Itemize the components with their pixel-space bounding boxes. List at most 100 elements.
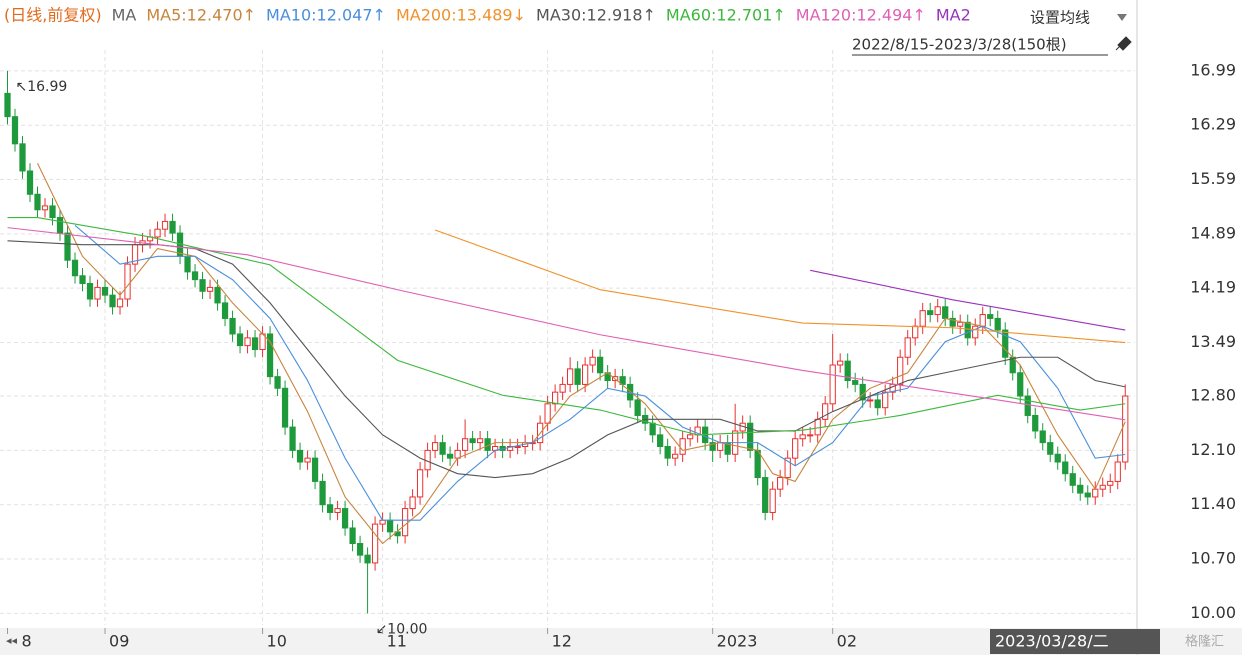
candle-body — [1099, 484, 1106, 490]
scroll-left[interactable]: ◂◂ — [6, 634, 18, 647]
candle-body — [1107, 480, 1114, 486]
header: (日线,前复权) MA MA5:12.470↑ MA10:12.047↑ MA200:1… — [4, 6, 971, 25]
candle-body — [461, 438, 469, 451]
candle-body — [266, 333, 274, 378]
ma-line — [810, 269, 1126, 331]
candle-body — [34, 193, 41, 211]
candle-body — [439, 442, 446, 455]
candle-body — [814, 418, 821, 436]
candle-body — [319, 480, 326, 506]
candle-body — [1002, 329, 1009, 358]
candle-body — [311, 457, 319, 482]
candle-body — [709, 442, 716, 451]
candle-body — [124, 263, 131, 300]
legend-entry: MA5:12.470↑ — [146, 6, 256, 25]
candle-body — [11, 116, 19, 145]
candle-body — [476, 438, 484, 444]
y-tick-label: 12.10 — [1190, 440, 1236, 459]
candle-body — [4, 92, 11, 118]
candle-body — [987, 314, 994, 319]
legend-entry: MA30:12.918↑ — [536, 6, 656, 25]
ma-line — [434, 229, 1126, 344]
candle-body — [326, 504, 334, 513]
candle-body — [169, 220, 176, 234]
candle-body — [19, 143, 26, 172]
y-tick-label: 14.19 — [1190, 278, 1236, 297]
settings-button[interactable]: 设置均线 — [1030, 9, 1090, 27]
candle-body — [1032, 414, 1039, 432]
candle-body — [1077, 484, 1084, 494]
candle-body — [679, 438, 686, 455]
candle-body — [236, 333, 244, 347]
candle-body — [214, 286, 221, 304]
x-tick-label: 12 — [552, 632, 572, 651]
dropdown-icon[interactable] — [1117, 14, 1127, 21]
candle-body — [1122, 395, 1129, 463]
pin-icon[interactable] — [1115, 36, 1132, 51]
candle-body — [409, 496, 416, 510]
candle-body — [777, 477, 784, 490]
y-tick-label: 16.99 — [1190, 60, 1236, 79]
candle-body — [582, 364, 589, 385]
legend-entry: MA60:12.701↑ — [666, 6, 786, 25]
plot-area: ↖16.99 ↙10.00 — [0, 50, 1135, 637]
candle-body — [964, 321, 971, 339]
y-tick-label: 11.40 — [1190, 494, 1236, 513]
candle-body — [341, 508, 349, 529]
annotation: ↙10.00 — [376, 621, 428, 637]
candle-body — [551, 391, 559, 405]
candle-body — [769, 488, 776, 513]
candle-body — [979, 314, 986, 327]
candle-body — [206, 286, 214, 292]
cursor-box — [990, 629, 1160, 654]
candle-body — [304, 457, 311, 463]
candle-body — [1114, 461, 1121, 482]
candle-body — [867, 399, 874, 402]
candle-body — [972, 325, 979, 339]
candle-body — [229, 317, 236, 335]
candle-body — [717, 442, 724, 451]
candle-body — [71, 259, 79, 277]
candle-body — [649, 422, 656, 436]
candle-body — [942, 306, 949, 319]
candle-body — [184, 255, 191, 273]
candle-body — [657, 434, 664, 447]
candle-body — [634, 399, 641, 416]
candle-body — [544, 403, 551, 424]
x-tick-label: 10 — [267, 632, 287, 651]
x-tick-label: 11 — [387, 632, 407, 651]
legend-entry: MA — [112, 6, 137, 25]
candle-body — [912, 325, 919, 339]
candle-body — [822, 403, 829, 420]
candle-body — [401, 508, 409, 537]
ma-line — [37, 162, 1126, 545]
candle-body — [754, 449, 761, 479]
candle-body — [597, 356, 604, 374]
candle-body — [94, 286, 101, 300]
candle-body — [799, 434, 806, 440]
candle-body — [994, 317, 1001, 331]
legend-entry: (日线,前复权) — [4, 6, 102, 25]
candle-body — [874, 399, 881, 409]
candle-body — [64, 232, 71, 261]
candle-body — [431, 442, 439, 451]
candle-body — [949, 317, 956, 327]
candle-body — [1039, 430, 1046, 444]
ma-line — [7, 227, 1126, 421]
candle-body — [364, 554, 371, 564]
candle-body — [296, 449, 304, 463]
candle-body — [416, 469, 424, 498]
candle-body — [559, 383, 566, 393]
y-tick-label: 10.70 — [1190, 549, 1236, 568]
candle-body — [1054, 453, 1061, 463]
candle-body — [957, 321, 964, 327]
candle-body — [1092, 488, 1099, 498]
candle-body — [154, 228, 161, 238]
y-tick-label: 13.49 — [1190, 332, 1236, 351]
candle-body — [1017, 372, 1024, 397]
candle-body — [49, 205, 56, 219]
x-tick-label: 2023 — [717, 632, 758, 651]
candle-body — [334, 508, 341, 513]
candle-body — [589, 356, 596, 366]
